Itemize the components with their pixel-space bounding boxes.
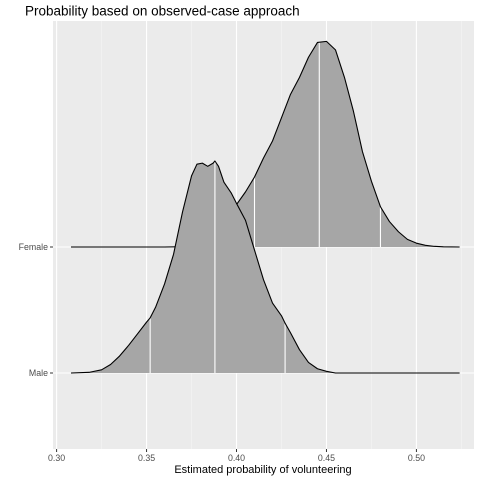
x-axis: 0.30 0.35 0.40 0.45 0.50 [48, 449, 425, 463]
density-fill [70, 161, 460, 373]
x-tick-label: 0.30 [48, 453, 65, 463]
density-fill [70, 41, 460, 247]
y-tick-label-female: Female [19, 242, 48, 252]
x-tick-label: 0.45 [318, 453, 335, 463]
x-axis-title: Estimated probability of volunteering [174, 464, 351, 476]
density-ridges [70, 40, 460, 374]
ridge-male [70, 160, 460, 374]
x-tick-label: 0.35 [138, 453, 155, 463]
x-tick-label: 0.40 [228, 453, 245, 463]
density-outline [70, 160, 460, 374]
chart-title: Probability based on observed-case appro… [25, 4, 300, 19]
y-tick-label-male: Male [29, 368, 48, 378]
x-tick-label: 0.50 [408, 453, 425, 463]
y-axis: Male Female [19, 242, 53, 378]
